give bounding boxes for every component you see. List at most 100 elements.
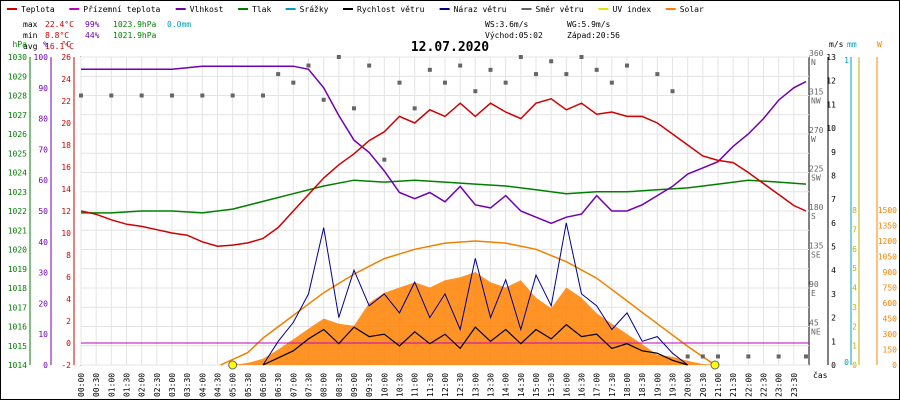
axis-x-tick: 14:00: [502, 373, 511, 397]
wind-direction-point: [109, 93, 114, 98]
stat-max-press: 1023.9hPa: [113, 20, 157, 29]
wind-direction-point: [276, 72, 281, 77]
axis-hpa-tick: 1024: [8, 169, 27, 178]
axis-w-tick: 300: [883, 330, 898, 339]
axis-hpa-tick: 1015: [8, 342, 27, 351]
axis-humidity-tick: 90: [38, 84, 48, 93]
axis-hpa-tick: 1014: [8, 361, 27, 370]
axis-x-tick: 15:30: [547, 373, 556, 397]
axis-temperature-tick: 10: [61, 229, 71, 238]
axis-x-tick: 02:30: [153, 373, 162, 397]
wind-direction-point: [716, 354, 720, 359]
uv-marker-1: [710, 360, 720, 370]
stat-sunset: Západ:20:56: [567, 31, 620, 40]
axis-x-tick: 20:00: [684, 373, 693, 397]
series-wind-gust: [262, 222, 689, 366]
wind-direction-point: [488, 67, 493, 72]
axis-x-tick: 10:30: [396, 373, 405, 397]
wind-direction-point: [534, 72, 538, 77]
axis-x-tick: 21:00: [714, 373, 723, 397]
axis-ms-tick: 4: [831, 266, 836, 275]
axis-x-tick: 14:30: [517, 373, 526, 397]
legend-label-3: Tlak: [252, 5, 271, 14]
wind-direction-point: [670, 89, 675, 94]
axis-temperature-tick: 8: [66, 251, 71, 260]
legend-label-0: Teplota: [21, 5, 55, 14]
axis-uv-tick: 4: [852, 284, 857, 293]
axis-humidity-unit: %: [43, 40, 48, 49]
axis-x-tick: 06:30: [274, 373, 283, 397]
axis-humidity-tick: 80: [38, 115, 48, 124]
wind-direction-point: [397, 80, 402, 85]
axis-x-tick: 19:30: [669, 373, 678, 397]
stat-max-label: max: [23, 20, 38, 29]
wind-direction-point: [458, 63, 463, 68]
axis-x-tick: 01:30: [123, 373, 132, 397]
axis-w-tick: 1200: [878, 237, 897, 246]
axis-x-tick: 07:30: [305, 373, 314, 397]
axis-uv-tick: 8: [852, 206, 857, 215]
axis-temperature-tick: -2: [61, 361, 71, 370]
axis-w-tick: 1350: [878, 222, 897, 231]
axis-direction-tick: 135: [809, 242, 824, 251]
wind-direction-point: [803, 354, 808, 359]
axis-x-tick: 22:30: [760, 373, 769, 397]
axis-hpa-tick: 1023: [8, 188, 27, 197]
axis-temperature-tick: 26: [61, 53, 71, 62]
axis-ms-tick: 7: [831, 195, 836, 204]
axis-x-tick: 00:00: [77, 373, 86, 397]
axis-x-tick: 02:00: [138, 373, 147, 397]
axis-x-tick: 20:30: [699, 373, 708, 397]
stat-max-temp: 22.4°C: [45, 20, 74, 29]
axis-direction-tick: 180: [809, 203, 824, 212]
axis-direction-tick: 360: [809, 49, 824, 58]
axis-direction-tick: 270: [809, 126, 824, 135]
wind-direction-point: [473, 89, 478, 94]
axis-x-tick: 23:00: [775, 373, 784, 397]
axis-temperature-tick: 12: [61, 207, 71, 216]
axis-humidity-tick: 40: [38, 238, 48, 247]
axis-x-tick: 18:30: [638, 373, 647, 397]
axis-uv-tick: 7: [852, 225, 857, 234]
axis-x-tick: 16:30: [578, 373, 587, 397]
axis-x-tick: 11:00: [411, 373, 420, 397]
legend-label-2: Vlhkost: [190, 5, 224, 14]
axis-w-unit: W: [877, 40, 882, 49]
axis-direction-label: W: [811, 135, 816, 144]
axis-x-tick: 07:00: [289, 373, 298, 397]
axis-hpa-unit: hPa: [13, 40, 28, 49]
axis-uv-tick: 0: [852, 361, 857, 370]
axis-x-tick: 06:00: [259, 373, 268, 397]
axis-x-tick: 17:00: [593, 373, 602, 397]
axis-humidity-tick: 20: [38, 299, 48, 308]
axis-hpa-tick: 1019: [8, 265, 27, 274]
wind-direction-point: [170, 93, 174, 98]
wind-direction-point: [564, 72, 569, 77]
series-pressure: [81, 179, 807, 214]
axis-hpa-tick: 1021: [8, 226, 27, 235]
axis-direction-label: S: [811, 212, 816, 221]
wind-direction-point: [200, 93, 205, 98]
legend-label-4: Srážky: [300, 5, 329, 14]
axis-temperature-unit: °C: [61, 40, 71, 49]
stat-min-label: min: [23, 31, 38, 40]
wind-direction-point: [685, 354, 690, 359]
axis-w-tick: 1050: [878, 253, 897, 262]
chart-title: 12.07.2020: [411, 40, 489, 55]
series-solar-measured: [232, 272, 718, 365]
series-temperature: [80, 97, 807, 247]
axis-x-tick: 13:30: [487, 373, 496, 397]
axis-direction-tick: 315: [809, 88, 824, 97]
axis-hpa-tick: 1028: [8, 92, 27, 101]
stat-rain: 0.0mm: [167, 20, 191, 29]
axis-x-tick: 00:30: [92, 373, 101, 397]
axis-w-tick: 600: [883, 299, 898, 308]
wind-direction-point: [427, 67, 432, 72]
axis-x-tick: 10:00: [380, 373, 389, 397]
axis-temperature-tick: 0: [66, 339, 71, 348]
axis-direction-label: E: [811, 289, 816, 298]
wind-direction-point: [746, 354, 751, 359]
axis-direction-label: NE: [811, 328, 821, 337]
stat-avg-label: avg: [23, 42, 38, 51]
axis-ms-tick: 2: [831, 314, 836, 323]
